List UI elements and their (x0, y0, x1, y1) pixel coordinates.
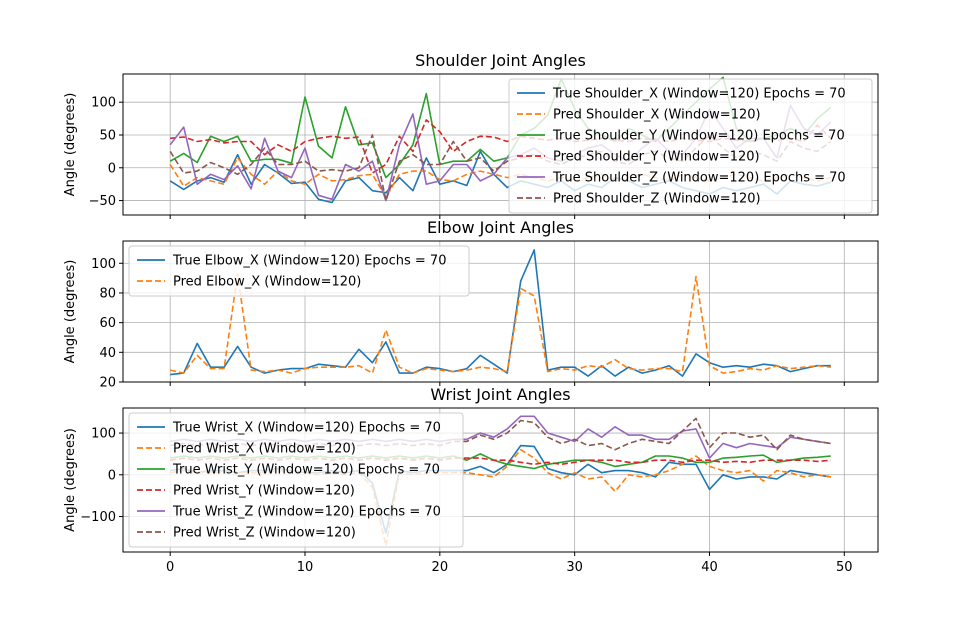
shoulder-legend-label-2: True Shoulder_Y (Window=120) Epochs = 70 (552, 129, 845, 144)
x-tick-label: 50 (836, 560, 853, 575)
y-tick-label: 100 (91, 427, 116, 442)
wrist-legend-box (128, 412, 464, 548)
y-tick-label: 50 (99, 128, 116, 143)
y-tick-label: 100 (91, 96, 116, 111)
shoulder-legend-label-0: True Shoulder_X (Window=120) Epochs = 70 (552, 87, 846, 102)
y-tick-label: 100 (91, 257, 116, 272)
x-tick-label: 40 (701, 560, 718, 575)
shoulder-legend-label-3: Pred Shoulder_Y (Window=120) (553, 150, 760, 165)
shoulder-legend-label-1: Pred Shoulder_X (Window=120) (553, 108, 761, 123)
wrist-legend: True Wrist_X (Window=120) Epochs = 70 Pre… (128, 412, 464, 548)
elbow-ylabel: Angle (degrees) (63, 260, 78, 364)
wrist-panel: 0 10 20 30 40 50 −100 0 100 Wrist Joint Angles Ang… (63, 385, 879, 575)
wrist-axes-frame (122, 407, 879, 553)
shoulder-panel: −50 0 50 100 Shoulder Joint Angles Angle (deg… (63, 51, 879, 219)
x-tick-label: 10 (297, 560, 314, 575)
wrist-title: Wrist Joint Angles (430, 385, 570, 404)
y-tick-label: 40 (99, 346, 116, 361)
shoulder-ylabel: Angle (degrees) (63, 93, 78, 197)
y-tick-label: 0 (108, 161, 116, 176)
elbow-panel: 20 40 60 80 100 Elbow Joint Angles Angle (degr… (63, 218, 879, 391)
y-tick-label: −100 (80, 510, 116, 525)
wrist-legend-label-5: Pred Wrist_Z (Window=120) (173, 526, 356, 541)
elbow-legend-label-0: True Elbow_X (Window=120) Epochs = 70 (172, 254, 446, 269)
elbow-legend: True Elbow_X (Window=120) Epochs = 70 Pre… (128, 245, 470, 297)
y-tick-label: 20 (99, 376, 116, 391)
shoulder-legend: True Shoulder_X (Window=120) Epochs = 70… (508, 78, 873, 214)
elbow-axes-frame (122, 240, 879, 383)
y-tick-label: 0 (108, 468, 116, 483)
wrist-legend-label-2: True Wrist_Y (Window=120) Epochs = 70 (172, 463, 440, 478)
shoulder-legend-label-4: True Shoulder_Z (Window=120) Epochs = 70 (552, 171, 846, 186)
wrist-ylabel: Angle (degrees) (63, 428, 78, 532)
elbow-series-1-line (170, 272, 831, 374)
x-tick-label: 20 (432, 560, 449, 575)
shoulder-legend-label-5: Pred Shoulder_Z (Window=120) (553, 192, 761, 207)
shoulder-title: Shoulder Joint Angles (415, 51, 586, 70)
wrist-legend-label-1: Pred Wrist_X (Window=120) (173, 442, 356, 457)
y-tick-label: −50 (89, 194, 116, 209)
shoulder-legend-box (508, 78, 873, 214)
wrist-legend-label-0: True Wrist_X (Window=120) Epochs = 70 (172, 421, 441, 436)
wrist-legend-label-3: Pred Wrist_Y (Window=120) (173, 484, 355, 499)
elbow-title: Elbow Joint Angles (427, 218, 574, 237)
shoulder-axes-frame (122, 73, 879, 216)
elbow-series-group (170, 249, 831, 377)
wrist-legend-label-4: True Wrist_Z (Window=120) Epochs = 70 (172, 505, 441, 520)
x-tick-label: 30 (566, 560, 583, 575)
elbow-legend-box (128, 245, 470, 297)
elbow-legend-label-1: Pred Elbow_X (Window=120) (173, 275, 361, 290)
y-tick-label: 60 (99, 316, 116, 331)
y-tick-label: 80 (99, 286, 116, 301)
x-tick-label: 0 (166, 560, 174, 575)
